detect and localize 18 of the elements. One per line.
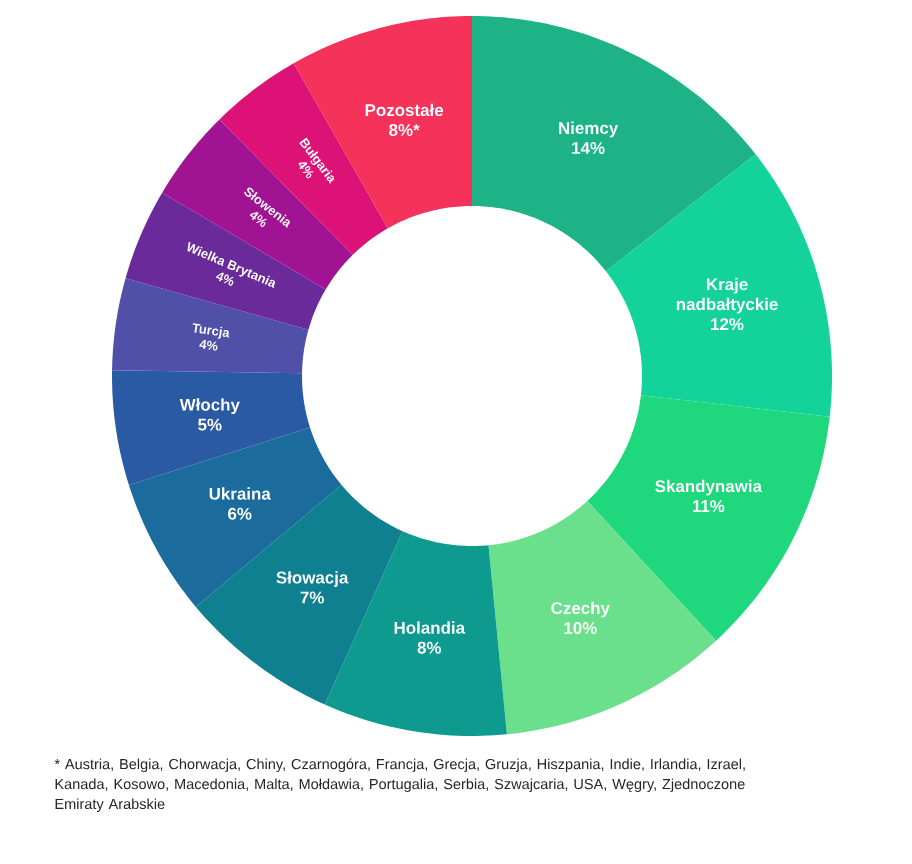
data-label: 7% bbox=[300, 591, 324, 604]
slice-label: Włochy bbox=[179, 398, 240, 415]
slice-label: Niemcy bbox=[559, 121, 619, 138]
slice-label: Słowacja bbox=[276, 571, 349, 587]
slice-label: Ukraina bbox=[209, 487, 271, 500]
slice-label: Czechy bbox=[551, 601, 610, 618]
data-label: 5% bbox=[198, 418, 222, 431]
slice-label: Skandynawia bbox=[655, 479, 763, 496]
data-label: 8% bbox=[417, 641, 442, 654]
data-label: 10% bbox=[564, 622, 597, 635]
slice-label: Pozostałe bbox=[365, 103, 444, 117]
data-label: 14% bbox=[572, 142, 605, 154]
slice-label: Kraje nadbałtyckie bbox=[676, 277, 778, 314]
data-label: 12% bbox=[711, 318, 744, 331]
data-label: 11% bbox=[692, 500, 725, 513]
data-label: 8%* bbox=[389, 124, 420, 137]
slice-label: Holandia bbox=[394, 621, 466, 634]
data-label: 6% bbox=[228, 507, 252, 520]
